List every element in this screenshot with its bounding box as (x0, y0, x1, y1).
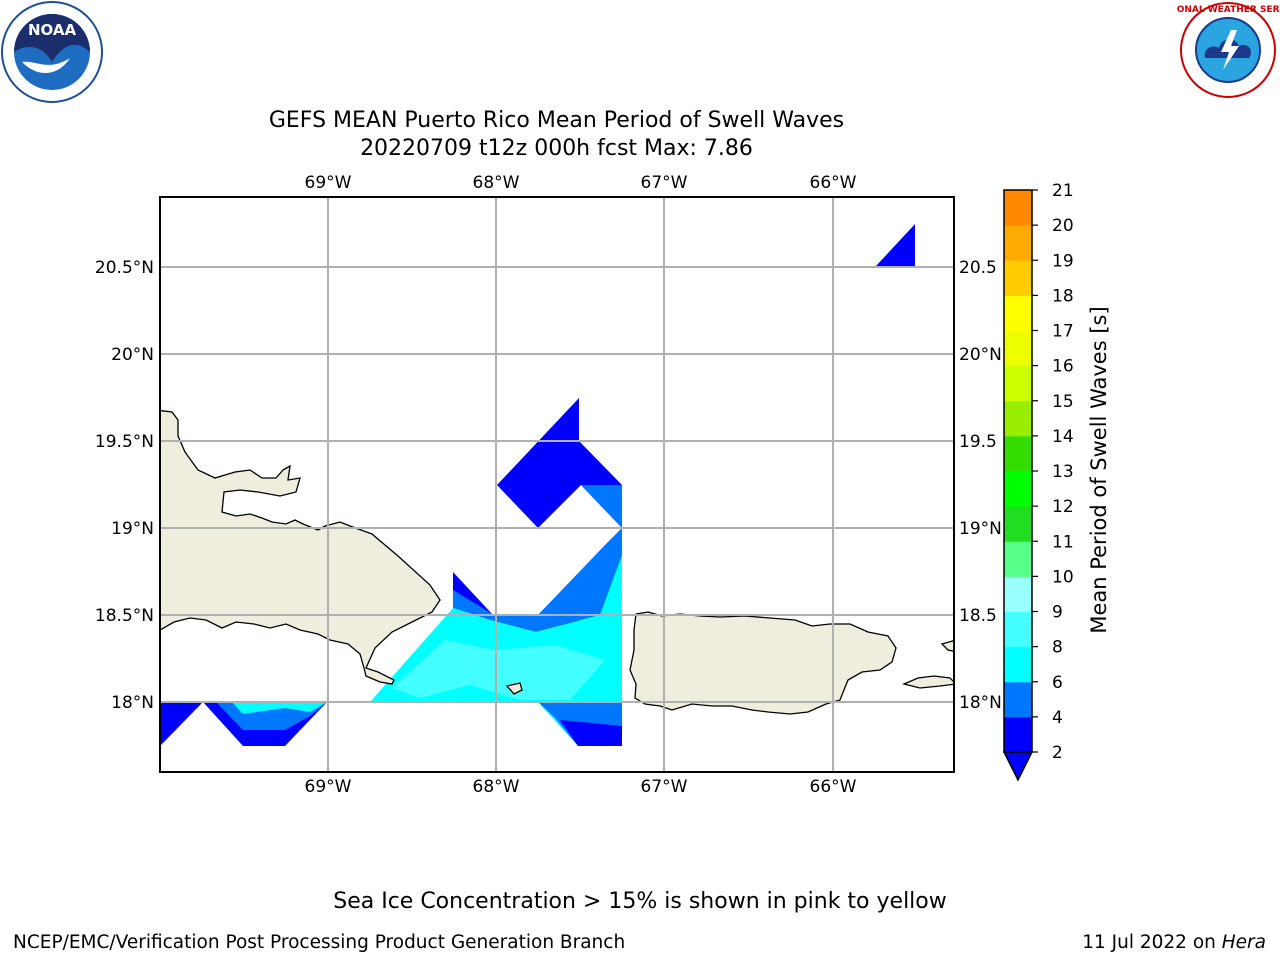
colorbar-extend-arrow (1002, 751, 1034, 782)
lat-labels-right: 20.5 20°N 19.5 19°N 18.5 18°N (959, 258, 1002, 713)
lat-label: 19°N (959, 519, 1002, 539)
colorbar-segment (1004, 190, 1032, 226)
colorbar-tick-label: 17 (1052, 322, 1074, 342)
contour-north-blue (497, 398, 622, 528)
credit-date: 11 Jul 2022 on (1082, 932, 1222, 953)
colorbar-tick-label: 19 (1052, 251, 1074, 271)
vieques-island (901, 675, 954, 689)
chart-title: GEFS MEAN Puerto Rico Mean Period of Swe… (268, 108, 845, 133)
map-grid (160, 197, 954, 772)
colorbar-segment (1004, 295, 1032, 331)
lat-label: 18°N (111, 693, 154, 713)
lon-labels-top: 69°W 68°W 67°W 66°W (305, 173, 857, 193)
culebra-island (940, 639, 954, 652)
colorbar-segment (1004, 330, 1032, 367)
lat-label: 18.5°N (95, 606, 154, 626)
colorbar-tick-label: 13 (1052, 462, 1074, 482)
lat-label: 20.5 (959, 258, 997, 278)
colorbar-tick-label: 9 (1052, 603, 1063, 623)
lat-label: 20°N (111, 345, 154, 365)
contour-north-mid (581, 485, 622, 528)
colorbar-segment (1004, 541, 1032, 577)
colorbar-tick-label: 12 (1052, 497, 1074, 517)
chart-subtitle: 20220709 t12z 000h fcst Max: 7.86 (360, 136, 753, 161)
map-frame (159, 196, 955, 773)
puerto-rico-landmass (629, 611, 897, 715)
colorbar-segment (1004, 471, 1032, 507)
colorbar-tick-label: 8 (1052, 638, 1063, 658)
colorbar-label: Mean Period of Swell Waves [s] (1087, 306, 1111, 633)
colorbar-segment (1004, 611, 1032, 648)
lat-label: 18°N (959, 693, 1002, 713)
colorbar-ticks: 2 4 6 8 9 10 11 12 13 14 15 16 17 18 19 20 21 (1032, 181, 1074, 763)
lat-label: 19.5°N (95, 432, 154, 452)
lat-label: 20.5°N (95, 258, 154, 278)
lat-label: 19°N (111, 519, 154, 539)
lat-labels-left: 20.5°N 20°N 19.5°N 19°N 18.5°N 18°N (95, 258, 154, 713)
colorbar-tick-label: 15 (1052, 392, 1074, 412)
contour-sw-cyan (232, 702, 327, 714)
colorbar-tick-label: 18 (1052, 286, 1074, 306)
lon-labels-bottom: 69°W 68°W 67°W 66°W (305, 777, 857, 797)
lat-label: 18.5 (959, 606, 997, 626)
colorbar-segment (1004, 716, 1032, 753)
mona-island (505, 682, 523, 695)
colorbar-tick-label: 21 (1052, 181, 1074, 201)
colorbar-tick-label: 6 (1052, 673, 1063, 693)
credit-date-host: 11 Jul 2022 on Hera (1082, 932, 1266, 953)
colorbar-segment (1004, 506, 1032, 542)
colorbar-tick-label: 4 (1052, 708, 1063, 728)
lon-label: 66°W (810, 173, 857, 193)
noaa-logo: NOAA (1, 1, 103, 103)
colorbar-segment (1004, 225, 1032, 261)
colorbar-tick-label: 10 (1052, 567, 1074, 587)
contour-ne-triangle (876, 224, 915, 266)
lon-label: 68°W (473, 777, 520, 797)
sea-ice-note: Sea Ice Concentration > 15% is shown in … (333, 889, 947, 914)
colorbar-segment (1004, 576, 1032, 612)
contour-south-blue (560, 720, 622, 746)
credit-branch: NCEP/EMC/Verification Post Processing Pr… (13, 932, 626, 953)
colorbar-tick-label: 2 (1052, 743, 1063, 763)
lat-label: 19.5 (959, 432, 997, 452)
contour-central-lightcyan (392, 640, 605, 700)
lon-label: 66°W (810, 777, 857, 797)
nws-logo: NATIONAL WEATHER SERVICE (1177, 2, 1280, 98)
lon-label: 69°W (305, 777, 352, 797)
contour-central-mid (453, 528, 622, 632)
colorbar-tick-label: 11 (1052, 532, 1074, 552)
colorbar-segment (1004, 435, 1032, 472)
lon-label: 68°W (473, 173, 520, 193)
hispaniola-landmass (160, 409, 441, 685)
credit-host: Hera (1221, 932, 1266, 953)
lon-label: 67°W (641, 173, 688, 193)
lat-label: 20°N (959, 345, 1002, 365)
colorbar-segment (1004, 260, 1032, 296)
contour-sw-blue (160, 702, 203, 746)
noaa-logo-name: NOAA (28, 21, 77, 39)
colorbar-segment (1004, 681, 1032, 718)
lon-label: 67°W (641, 777, 688, 797)
colorbar-tick-label: 16 (1052, 357, 1074, 377)
colorbar-tick-label: 20 (1052, 216, 1074, 236)
colorbar-segment (1004, 400, 1032, 437)
colorbar-segment (1004, 646, 1032, 683)
colorbar-tick-label: 14 (1052, 427, 1074, 447)
nws-logo-text: NATIONAL WEATHER SERVICE (1177, 5, 1280, 15)
colorbar-segment (1004, 365, 1032, 402)
lon-label: 69°W (305, 173, 352, 193)
colorbar (1002, 189, 1034, 782)
